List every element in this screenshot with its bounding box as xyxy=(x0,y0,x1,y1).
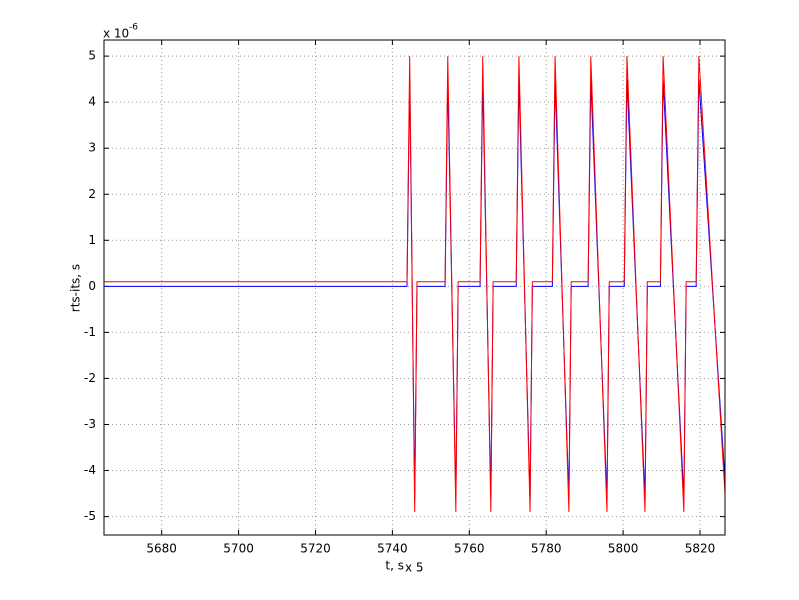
data-line xyxy=(104,56,726,512)
y-tick-label: -4 xyxy=(84,463,96,477)
plot-frame xyxy=(103,39,726,536)
x-tick-label: 5820 xyxy=(685,542,716,556)
y-tick-label: -3 xyxy=(84,417,96,431)
x-tick-label: 5680 xyxy=(146,542,177,556)
y-tick-label: -1 xyxy=(84,325,96,339)
x-axis-label: t, s xyxy=(385,559,404,573)
y-tick-label: -2 xyxy=(84,371,96,385)
y-tick-label: -5 xyxy=(84,509,96,523)
y-tick-label: 3 xyxy=(88,141,96,155)
x-tick-label: 5720 xyxy=(300,542,331,556)
y-multiplier: x 10 xyxy=(103,27,129,41)
x-tick-label: 5760 xyxy=(454,542,485,556)
y-tick-label: 1 xyxy=(88,233,96,247)
x-tick-label: 5780 xyxy=(531,542,562,556)
x-tick-label: 5740 xyxy=(377,542,408,556)
y-axis-label: rts-its, s xyxy=(69,264,83,312)
x-tick-label: 5800 xyxy=(608,542,639,556)
y-tick-label: 4 xyxy=(88,95,96,109)
y-tick-label: 0 xyxy=(88,279,96,293)
y-multiplier-exponent: -6 xyxy=(129,23,138,33)
y-tick-label: 5 xyxy=(88,49,96,63)
y-tick-label: 2 xyxy=(88,187,96,201)
x-multiplier: x 5 xyxy=(405,561,424,575)
x-tick-label: 5700 xyxy=(223,542,254,556)
